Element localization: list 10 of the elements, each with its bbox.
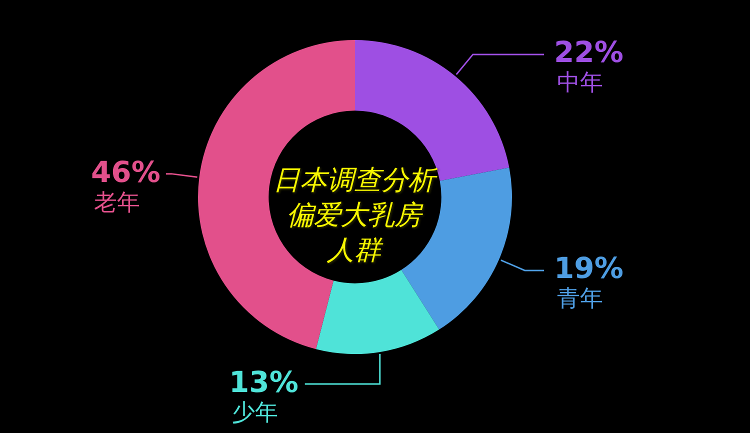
slice-label: 中年	[557, 70, 603, 96]
data-label: 46%	[91, 155, 160, 189]
text: 日本调查分析偏爱大乳房人群	[273, 165, 438, 266]
data-label: 19%	[554, 251, 624, 285]
donut-slice	[316, 270, 440, 354]
data-label: 13%	[229, 365, 298, 399]
data-label: 22%	[554, 35, 624, 69]
slice-label: 青年	[557, 286, 603, 312]
slice-label: 少年	[232, 400, 278, 426]
slice-label: 老年	[94, 190, 140, 216]
